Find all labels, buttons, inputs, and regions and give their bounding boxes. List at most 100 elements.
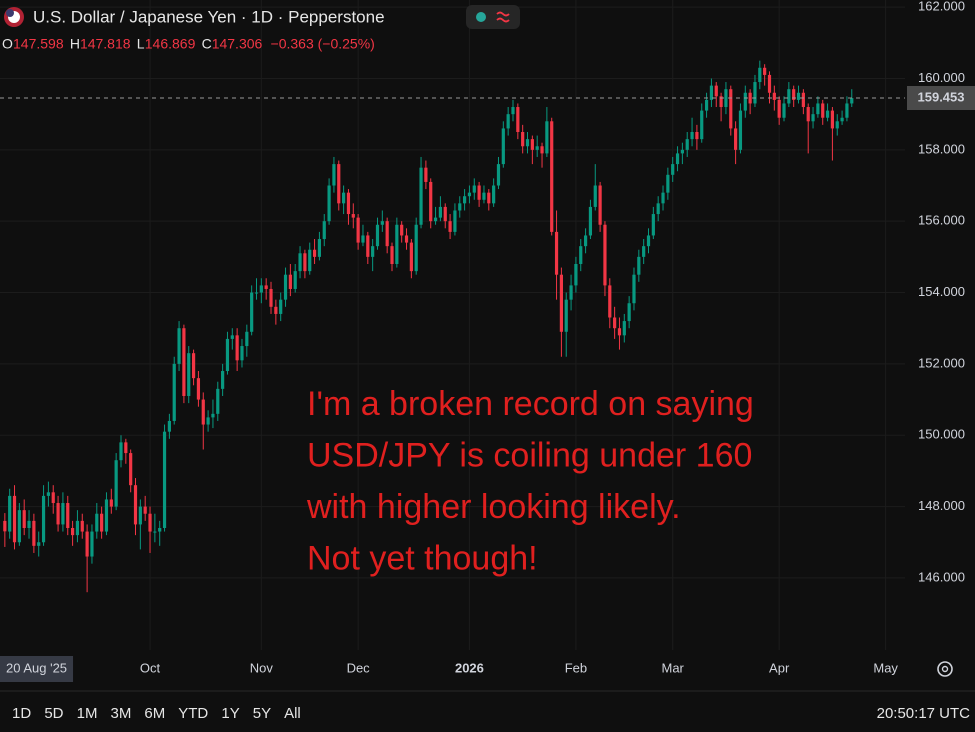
range-button[interactable]: 6M <box>144 705 165 722</box>
candle-body <box>850 97 854 104</box>
candle-body <box>627 303 631 322</box>
candle-body <box>743 92 747 111</box>
candle-body <box>235 335 239 361</box>
candle-body <box>806 107 810 122</box>
candle-body <box>143 506 147 514</box>
candle-body <box>250 292 254 332</box>
candle-body <box>554 231 559 275</box>
candle-body <box>162 431 167 528</box>
candle-body <box>230 335 234 339</box>
candle-body <box>245 331 249 347</box>
candle-body <box>438 206 443 218</box>
candle-body <box>196 378 201 400</box>
candle-body <box>182 328 186 396</box>
candle-body <box>8 495 12 532</box>
candle-body <box>767 74 772 93</box>
candle-body <box>787 89 791 104</box>
candle-body <box>724 89 728 108</box>
candle-body <box>206 417 210 425</box>
candle-body <box>758 67 762 83</box>
candle-body <box>472 185 476 193</box>
chart-title: U.S. Dollar / Japanese Yen · 1D · Pepper… <box>33 7 385 26</box>
settings-icon[interactable] <box>937 661 953 677</box>
candle-body <box>666 174 670 193</box>
candle-body <box>550 121 554 232</box>
x-tick-label: 2026 <box>455 660 484 675</box>
candle-body <box>521 131 525 147</box>
candle-body <box>332 164 336 186</box>
candle-body <box>501 128 505 165</box>
candle-body <box>216 388 220 414</box>
candle-body <box>482 192 486 200</box>
candle-body <box>714 85 718 97</box>
candle-body <box>240 346 244 361</box>
candle-body <box>85 531 89 557</box>
crosshair-label-box <box>0 656 74 682</box>
x-tick-label: Feb <box>565 660 587 675</box>
candle-body <box>327 185 331 222</box>
candle-body <box>642 246 646 257</box>
ohlc-key: H <box>70 36 80 52</box>
ohlc-key: O <box>2 36 13 52</box>
status-badge[interactable] <box>466 5 520 29</box>
annotation: with higher looking likely. <box>306 488 681 526</box>
candle-body <box>835 121 839 129</box>
candle-body <box>574 263 578 286</box>
candle-body <box>583 235 588 247</box>
range-button[interactable]: 1M <box>77 705 98 722</box>
candle-body <box>75 520 80 536</box>
candle-body <box>845 103 849 118</box>
ohlc-value: 147.598 <box>13 36 64 52</box>
last-price-label: 159.453 <box>918 89 965 104</box>
candle-body <box>530 139 534 150</box>
range-button[interactable]: YTD <box>178 705 208 722</box>
candle-body <box>361 235 365 243</box>
range-button[interactable]: All <box>284 705 301 722</box>
candle-body <box>283 274 288 300</box>
candle-body <box>680 149 684 154</box>
candle-body <box>254 292 259 294</box>
ohlc-legend: O 147.598 H 147.818 L 146.869 C 147.306 −0.363 (… <box>2 36 375 52</box>
candle-body <box>269 288 273 307</box>
annotation: Not yet though! <box>307 539 538 577</box>
candle-body <box>685 139 689 150</box>
toolbar: 1D 5D 1M 3M 6M YTD 1Y 5Y All 20:50:17 UTC <box>12 705 970 722</box>
candle-body <box>167 420 171 432</box>
candle-body <box>496 164 501 186</box>
x-tick-label: Nov <box>250 660 274 675</box>
range-button[interactable]: 5D <box>44 705 63 722</box>
range-button[interactable]: 3M <box>111 705 132 722</box>
candle-body <box>312 249 317 257</box>
candle-body <box>66 503 70 528</box>
candle-body <box>191 353 196 379</box>
candle-body <box>545 121 549 154</box>
candle-body <box>346 192 351 215</box>
candle-body <box>322 221 326 240</box>
candle-body <box>37 542 41 546</box>
candle-body <box>337 164 341 204</box>
candle-body <box>777 99 781 118</box>
candle-body <box>133 485 138 525</box>
candle-body <box>564 299 568 332</box>
candle-body <box>830 110 835 129</box>
candle-body <box>395 224 399 264</box>
range-button[interactable]: 1D <box>12 705 31 722</box>
candle-body <box>51 492 55 504</box>
candle-body <box>782 103 786 118</box>
candle-body <box>138 506 142 525</box>
candle-body <box>816 103 820 115</box>
range-button[interactable]: 1Y <box>221 705 239 722</box>
x-tick-label: Oct <box>140 660 161 675</box>
candle-body <box>792 89 796 100</box>
ohlc-value: 147.306 <box>212 36 263 52</box>
candle-body <box>3 520 7 532</box>
candle-body <box>17 510 21 543</box>
candle-body <box>172 363 176 421</box>
candle-body <box>709 85 714 100</box>
candle-body <box>56 503 60 525</box>
candle-body <box>221 371 225 389</box>
settings-icon <box>941 665 949 673</box>
range-button[interactable]: 5Y <box>253 705 271 722</box>
candle-body <box>748 92 752 104</box>
